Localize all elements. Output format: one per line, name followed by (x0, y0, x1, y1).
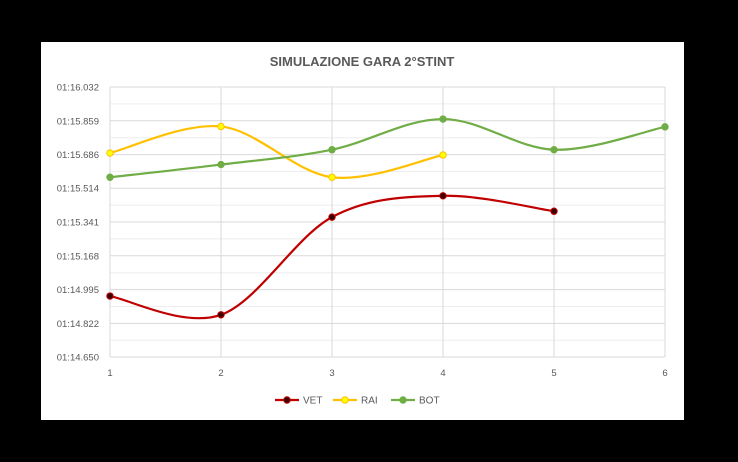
legend-label: BOT (419, 396, 440, 407)
y-tick-label: 01:15.168 (57, 251, 99, 262)
y-tick-label: 01:14.995 (57, 285, 99, 296)
legend-swatch-marker (283, 396, 291, 404)
x-tick-label: 4 (440, 368, 445, 379)
data-point-bot (550, 146, 558, 154)
legend-label: RAI (361, 396, 378, 407)
x-tick-label: 2 (218, 368, 223, 379)
data-point-bot (439, 115, 447, 123)
x-tick-label: 6 (662, 368, 667, 379)
y-axis-ticks: 01:14.650 01:14.822 01:14.995 01:15.168 01:1… (57, 83, 99, 364)
legend-swatch-marker (341, 396, 349, 404)
x-tick-label: 5 (551, 368, 556, 379)
data-point-bot (328, 146, 336, 154)
gridlines (109, 86, 666, 358)
data-point-vet (328, 213, 336, 221)
y-tick-label: 01:15.686 (57, 150, 99, 161)
y-tick-label: 01:15.859 (57, 116, 99, 127)
data-point-rai (106, 149, 114, 157)
data-point-vet (439, 192, 447, 200)
series-line-bot (108, 117, 667, 179)
data-point-vet (550, 207, 558, 215)
series-line-rai (108, 124, 445, 179)
series-lines (106, 115, 669, 320)
legend-item-bot: BOT (391, 396, 440, 407)
data-point-rai (328, 173, 336, 181)
chart-title: SIMULAZIONE GARA 2°STINT (270, 54, 455, 69)
x-tick-label: 1 (107, 368, 112, 379)
legend: VET RAI BOT (275, 396, 440, 407)
y-tick-label: 01:14.822 (57, 319, 99, 330)
legend-item-rai: RAI (333, 396, 378, 407)
legend-label: VET (303, 396, 322, 407)
y-tick-label: 01:15.514 (57, 184, 99, 195)
x-axis-ticks: 1 2 3 4 5 6 (107, 368, 667, 379)
legend-item-vet: VET (275, 396, 322, 407)
data-point-bot (106, 173, 114, 181)
y-tick-label: 01:15.341 (57, 218, 99, 229)
y-tick-label: 01:16.032 (57, 83, 99, 94)
x-tick-label: 3 (329, 368, 334, 379)
data-point-vet (217, 311, 225, 319)
chart-area: SIMULAZIONE GARA 2°STINT 01:14.650 01:14.… (41, 42, 684, 420)
data-point-rai (439, 151, 447, 159)
line-chart: SIMULAZIONE GARA 2°STINT 01:14.65001:14.… (57, 54, 669, 407)
legend-swatch-marker (399, 396, 407, 404)
y-tick-label: 01:14.650 (57, 353, 99, 364)
data-point-vet (106, 292, 114, 300)
data-point-bot (661, 123, 669, 131)
data-point-bot (217, 160, 225, 169)
data-point-rai (217, 122, 225, 131)
